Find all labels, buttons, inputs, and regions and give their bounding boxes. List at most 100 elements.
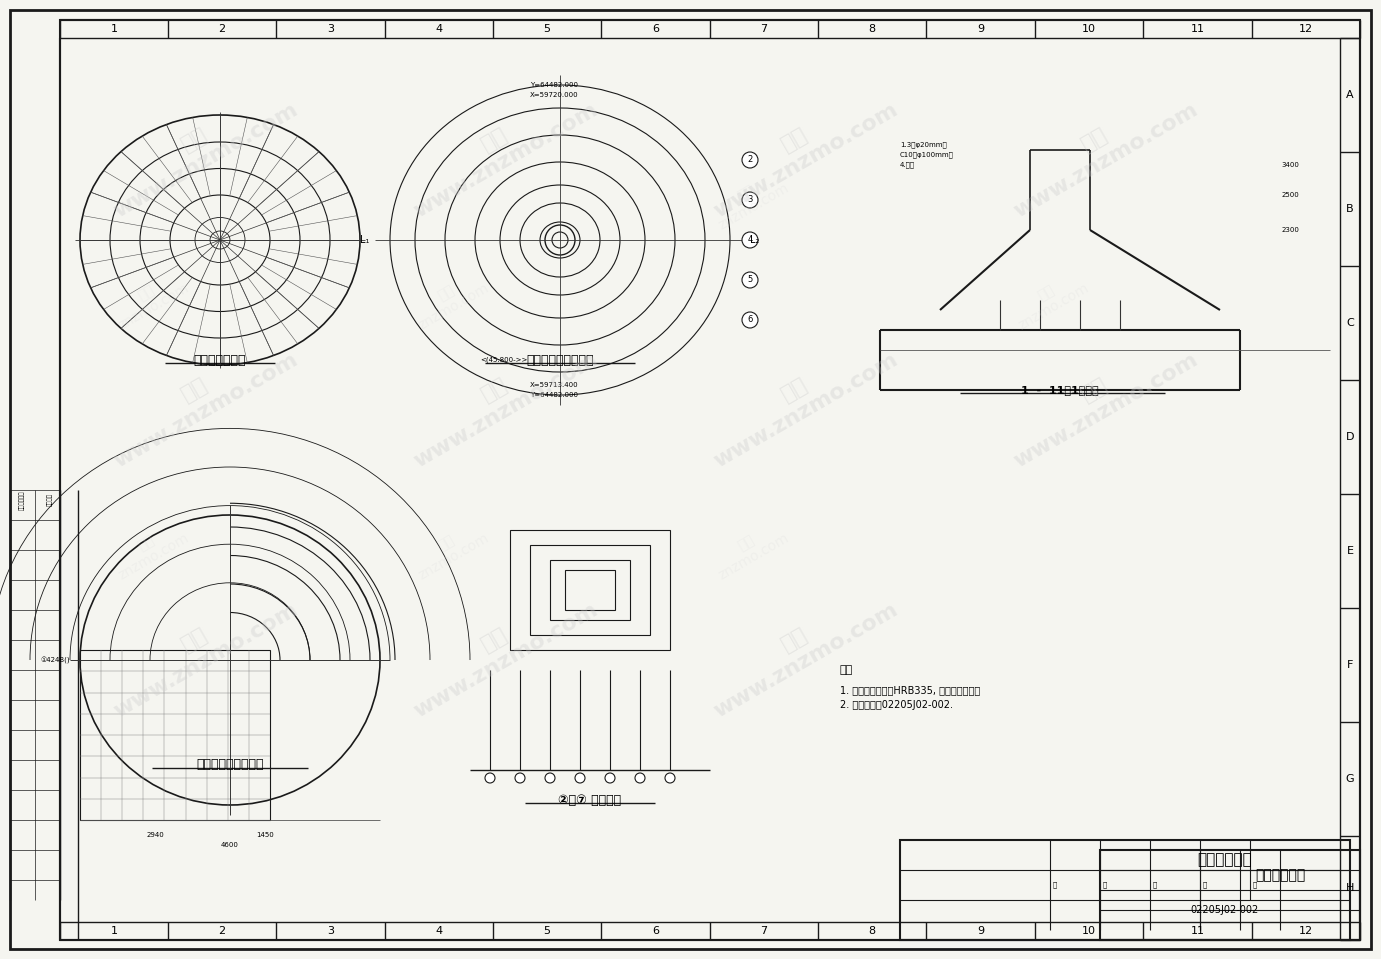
Text: 8: 8 — [869, 24, 876, 34]
Text: 11: 11 — [1190, 926, 1204, 936]
Text: 5: 5 — [747, 275, 753, 285]
Text: 10: 10 — [1081, 926, 1097, 936]
Circle shape — [515, 773, 525, 783]
Text: ①424B(): ①424B() — [40, 657, 70, 664]
Text: F: F — [1346, 660, 1353, 670]
Text: 知末
www.znzmo.com: 知末 www.znzmo.com — [399, 79, 601, 221]
Text: 知末
www.znzmo.com: 知末 www.znzmo.com — [699, 329, 902, 471]
Text: ②～⑦ 基础梁图: ②～⑦ 基础梁图 — [558, 793, 621, 807]
Text: 6: 6 — [747, 316, 753, 324]
Text: 4: 4 — [747, 236, 753, 245]
Text: 1. 基础钢筋均采用HRB335, 不得接头工程。: 1. 基础钢筋均采用HRB335, 不得接头工程。 — [840, 685, 981, 695]
Bar — [510, 530, 670, 650]
Circle shape — [742, 232, 758, 248]
Text: 7: 7 — [761, 24, 768, 34]
Text: 3: 3 — [327, 24, 334, 34]
Text: 02205J02-002: 02205J02-002 — [1190, 905, 1259, 915]
Text: 制: 制 — [1052, 881, 1056, 888]
Text: G: G — [1345, 774, 1355, 784]
Text: 水塔基础计图: 水塔基础计图 — [1197, 853, 1253, 868]
Text: 校: 校 — [1103, 881, 1108, 888]
Text: 知末
znzmo.com: 知末 znzmo.com — [108, 268, 192, 333]
Bar — [550, 560, 630, 620]
Text: 2: 2 — [218, 24, 225, 34]
Text: L₂: L₂ — [750, 235, 760, 245]
Text: 水塔基础底层钢筋图: 水塔基础底层钢筋图 — [196, 759, 264, 771]
Text: 3400: 3400 — [1282, 162, 1300, 168]
Text: 7: 7 — [761, 926, 768, 936]
Text: 水塔基础计图: 水塔基础计图 — [1255, 868, 1305, 882]
Text: C10砼φ100mm钢: C10砼φ100mm钢 — [900, 152, 954, 158]
Text: 基础钢筋布置图: 基础钢筋布置图 — [193, 354, 246, 366]
Text: 审: 审 — [1153, 881, 1157, 888]
Circle shape — [635, 773, 645, 783]
Text: 2500: 2500 — [1282, 192, 1300, 198]
Text: 8: 8 — [869, 926, 876, 936]
Text: 注：: 注： — [840, 665, 853, 675]
Text: 1  -  11－1剖面图: 1 - 11－1剖面图 — [1021, 385, 1099, 395]
Text: 1450: 1450 — [255, 832, 273, 838]
Text: 5: 5 — [544, 926, 551, 936]
Bar — [900, 840, 1351, 940]
Text: D: D — [1345, 432, 1355, 442]
Text: 9: 9 — [976, 926, 985, 936]
Bar — [1101, 850, 1360, 940]
Text: 知末
www.znzmo.com: 知末 www.znzmo.com — [699, 579, 902, 721]
Text: 1: 1 — [110, 24, 117, 34]
Text: 知末
znzmo.com: 知末 znzmo.com — [708, 167, 791, 233]
Text: L₁: L₁ — [360, 235, 370, 245]
Text: 2: 2 — [747, 155, 753, 165]
Text: 10: 10 — [1081, 24, 1097, 34]
Text: 3: 3 — [327, 926, 334, 936]
Text: 知末
www.znzmo.com: 知末 www.znzmo.com — [998, 79, 1201, 221]
Text: 知末
znzmo.com: 知末 znzmo.com — [708, 517, 791, 583]
Text: 6: 6 — [652, 24, 659, 34]
Text: 知末
www.znzmo.com: 知末 www.znzmo.com — [98, 579, 301, 721]
Text: 工程名称: 工程名称 — [47, 494, 52, 506]
Text: 知末
www.znzmo.com: 知末 www.znzmo.com — [98, 329, 301, 471]
Text: 1: 1 — [110, 926, 117, 936]
Text: 知末
www.znzmo.com: 知末 www.znzmo.com — [699, 79, 902, 221]
Text: 11: 11 — [1190, 24, 1204, 34]
Text: 2. 基础选用图02205J02-002.: 2. 基础选用图02205J02-002. — [840, 700, 953, 710]
Text: 知末
www.znzmo.com: 知末 www.znzmo.com — [98, 79, 301, 221]
Text: Y=64482.000: Y=64482.000 — [530, 82, 579, 88]
Text: 4600: 4600 — [221, 842, 239, 848]
Text: 12: 12 — [1300, 926, 1313, 936]
Text: 知末
www.znzmo.com: 知末 www.znzmo.com — [399, 579, 601, 721]
Text: X=59720.000: X=59720.000 — [530, 92, 579, 98]
Text: 12: 12 — [1300, 24, 1313, 34]
Text: 6: 6 — [652, 926, 659, 936]
Circle shape — [485, 773, 494, 783]
Bar — [80, 650, 271, 820]
Circle shape — [742, 312, 758, 328]
Circle shape — [545, 773, 555, 783]
Text: X=59713.400: X=59713.400 — [530, 382, 579, 388]
Text: A: A — [1346, 90, 1353, 100]
Text: 1.3级φ20mm钢: 1.3级φ20mm钢 — [900, 142, 947, 149]
Text: 知末
znzmo.com: 知末 znzmo.com — [409, 517, 492, 583]
Text: <(45.800->>: <(45.800->> — [481, 357, 528, 363]
Bar — [530, 545, 650, 635]
Text: 知末
znzmo.com: 知末 znzmo.com — [108, 517, 192, 583]
Text: 4: 4 — [435, 24, 442, 34]
Text: 9: 9 — [976, 24, 985, 34]
Text: 3: 3 — [747, 196, 753, 204]
Text: Y=64482.000: Y=64482.000 — [530, 392, 579, 398]
Circle shape — [574, 773, 586, 783]
Circle shape — [605, 773, 615, 783]
Text: 2940: 2940 — [146, 832, 164, 838]
Bar — [565, 570, 615, 610]
Text: 4.钢筋: 4.钢筋 — [900, 162, 916, 169]
Text: 建设单位名称: 建设单位名称 — [19, 490, 25, 510]
Circle shape — [742, 152, 758, 168]
Text: 知末
znzmo.com: 知末 znzmo.com — [1008, 268, 1092, 333]
Text: 知末
www.znzmo.com: 知末 www.znzmo.com — [399, 329, 601, 471]
Text: 日: 日 — [1203, 881, 1207, 888]
Text: 4: 4 — [435, 926, 442, 936]
Circle shape — [666, 773, 675, 783]
Text: 2300: 2300 — [1282, 227, 1300, 233]
Circle shape — [742, 272, 758, 288]
Text: 知末
www.znzmo.com: 知末 www.znzmo.com — [998, 329, 1201, 471]
Text: 水塔基础平面布置图: 水塔基础平面布置图 — [526, 354, 594, 366]
